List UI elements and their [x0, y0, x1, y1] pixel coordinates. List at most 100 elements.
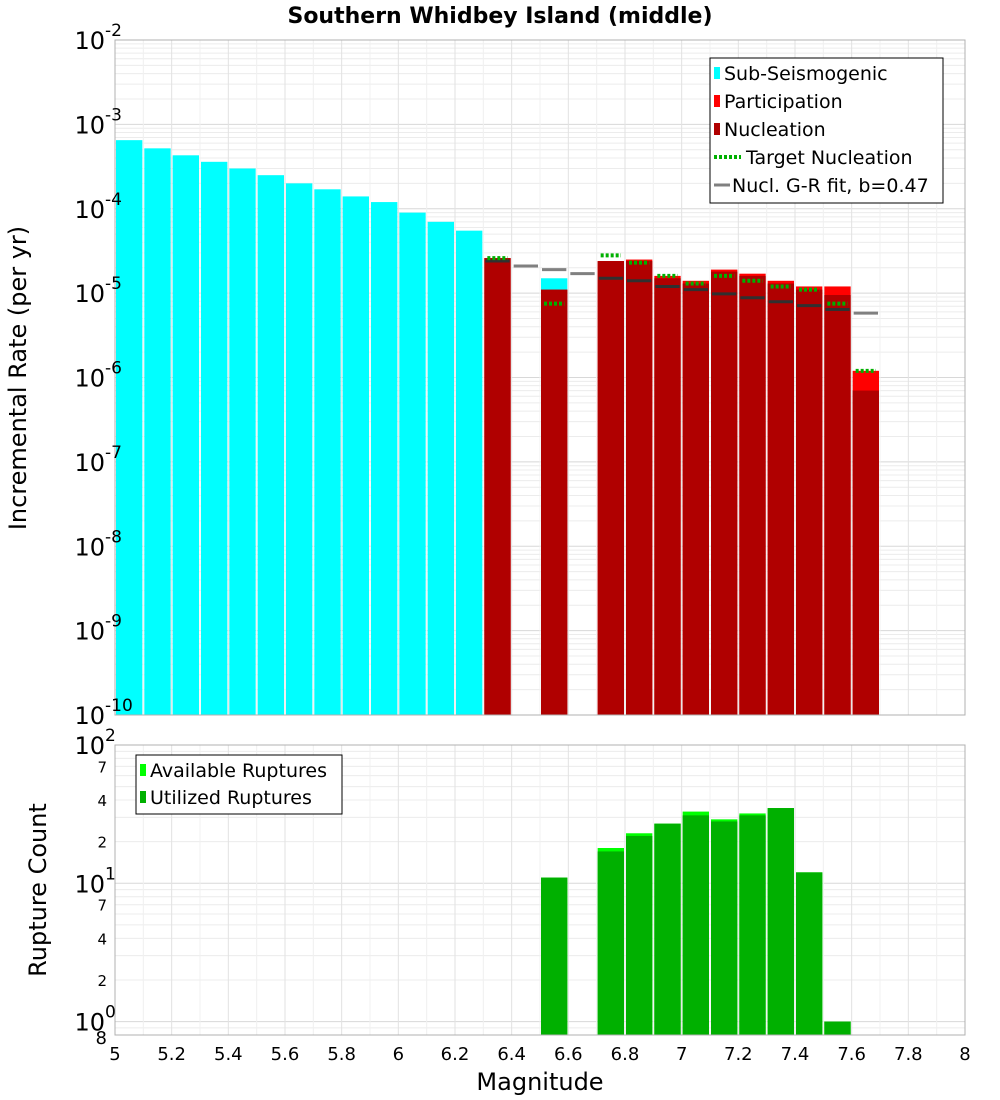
top-y-tick-exponent: -2 — [105, 21, 122, 41]
top-bar-nucleation — [597, 261, 624, 715]
top-legend-box — [709, 57, 944, 204]
top-bar-nucleation — [739, 275, 766, 715]
x-tick-label: 6 — [393, 1044, 404, 1065]
x-tick-label: 7.8 — [894, 1044, 923, 1065]
bottom-bar-utilized-ruptures — [654, 823, 681, 1035]
x-tick-label: 6.8 — [611, 1044, 640, 1065]
top-y-tick-exponent: -7 — [105, 443, 122, 463]
top-y-tick: 10 -6 — [74, 359, 122, 393]
legend-swatch-participation — [714, 95, 720, 107]
top-lines — [485, 253, 878, 373]
bottom-bar-utilized-ruptures — [597, 851, 624, 1035]
top-y-tick-base: 10 — [74, 449, 105, 477]
legend-item-participation: Participation — [714, 91, 843, 113]
top-bar-sub-seismogenic — [257, 175, 284, 715]
top-y-tick-exponent: -10 — [105, 696, 133, 716]
legend-label-sub-seismogenic: Sub-Seismogenic — [724, 63, 888, 85]
top-y-tick-base: 10 — [74, 533, 105, 561]
legend-item-sub-seismogenic: Sub-Seismogenic — [714, 63, 888, 85]
top-y-tick-base: 10 — [74, 618, 105, 646]
top-bar-nucleation — [767, 283, 794, 715]
bottom-y-bottom-tick: 8 — [96, 1028, 107, 1049]
top-bar-sub-seismogenic — [456, 230, 483, 715]
legend-item-utilized-ruptures: Utilized Ruptures — [140, 787, 312, 809]
bottom-y-tick-exponent: 2 — [105, 726, 116, 746]
top-y-tick: 10 -4 — [74, 190, 122, 224]
bottom-y-tick-exponent: 0 — [105, 1003, 116, 1023]
bottom-bar-utilized-ruptures — [739, 815, 766, 1035]
legend-swatch-nucleation — [714, 123, 720, 135]
x-tick-label: 8 — [959, 1044, 970, 1065]
top-bar-sub-seismogenic — [314, 189, 341, 715]
legend-item-available-ruptures: Available Ruptures — [140, 760, 327, 782]
x-tick-label: 7.2 — [724, 1044, 753, 1065]
top-legend: Sub-Seismogenic Participation Nucleation… — [709, 57, 944, 204]
x-axis-label: Magnitude — [476, 1068, 603, 1096]
legend-item-nucleation: Nucleation — [714, 119, 826, 141]
top-y-tick-exponent: -3 — [105, 105, 122, 125]
bottom-y-tick-base: 10 — [74, 1009, 105, 1037]
legend-item-gr-fit: Nucl. G-R fit, b=0.47 — [714, 175, 929, 197]
top-y-tick: 10 -2 — [74, 21, 122, 55]
x-tick-label: 7 — [676, 1044, 687, 1065]
bottom-y-minor-tick: 7 — [97, 897, 107, 915]
bottom-bar-utilized-ruptures — [626, 835, 653, 1035]
x-tick-label: 6.2 — [441, 1044, 470, 1065]
legend-label-utilized-ruptures: Utilized Ruptures — [150, 787, 312, 809]
bottom-y-tick: 10 1 — [74, 864, 115, 898]
chart-title: Southern Whidbey Island (middle) — [287, 4, 712, 29]
bottom-bars — [541, 808, 851, 1035]
top-y-tick-exponent: -4 — [105, 190, 122, 210]
legend-label-participation: Participation — [724, 91, 843, 113]
legend-swatch-utilized-ruptures — [140, 791, 146, 803]
top-y-tick: 10 -3 — [74, 105, 122, 139]
top-y-tick-exponent: -8 — [105, 527, 122, 547]
top-bar-nucleation — [682, 283, 709, 715]
bottom-bar-utilized-ruptures — [767, 808, 794, 1035]
top-bar-sub-seismogenic — [144, 148, 171, 715]
top-y-tick-base: 10 — [74, 365, 105, 393]
top-y-tick-base: 10 — [74, 27, 105, 55]
top-bar-nucleation — [484, 258, 511, 715]
bottom-legend: Available Ruptures Utilized Ruptures — [135, 754, 343, 815]
legend-label-nucleation: Nucleation — [724, 119, 826, 141]
bottom-y-tick-exponent: 1 — [105, 864, 116, 884]
bottom-y-minor-tick: 7 — [97, 758, 107, 776]
top-y-tick-base: 10 — [74, 280, 105, 308]
legend-item-target-nucleation: Target Nucleation — [714, 147, 913, 169]
x-tick-label: 6.4 — [497, 1044, 526, 1065]
bottom-y-tick: 10 0 — [74, 1003, 115, 1037]
bottom-bar-utilized-ruptures — [711, 821, 738, 1035]
top-bar-nucleation — [541, 289, 568, 715]
bottom-bar-utilized-ruptures — [682, 815, 709, 1035]
top-bars — [116, 140, 879, 716]
bottom-bar-utilized-ruptures — [796, 872, 823, 1035]
top-bar-sub-seismogenic — [399, 212, 426, 716]
bottom-bar-utilized-ruptures — [824, 1021, 851, 1035]
bottom-y-minor-tick: 4 — [97, 930, 107, 948]
top-y-tick: 10 -10 — [74, 696, 132, 730]
x-tick-label: 5.2 — [157, 1044, 186, 1065]
bottom-y-minor-tick: 2 — [97, 834, 107, 852]
bottom-legend-box — [135, 754, 343, 815]
x-tick-label: 5.6 — [271, 1044, 300, 1065]
top-bar-nucleation — [852, 390, 879, 715]
x-tick-label: 6.6 — [554, 1044, 583, 1065]
legend-label-gr-fit: Nucl. G-R fit, b=0.47 — [732, 175, 929, 197]
bottom-y-tick-base: 10 — [74, 732, 105, 760]
top-bar-nucleation — [711, 271, 738, 715]
top-bar-sub-seismogenic — [172, 155, 199, 716]
legend-label-target-nucleation: Target Nucleation — [745, 147, 913, 169]
top-bar-sub-seismogenic — [427, 221, 454, 715]
bottom-y-axis-label: Rupture Count — [24, 803, 52, 977]
top-y-tick: 10 -7 — [74, 443, 122, 477]
legend-swatch-sub-seismogenic — [714, 67, 720, 79]
x-tick-label: 5.4 — [214, 1044, 243, 1065]
top-y-tick: 10 -9 — [74, 612, 122, 646]
x-ticks: 5 5.2 5.4 5.6 5.8 6 6.2 6.4 6.6 6.8 7 7.2 7.4 7.6 7.8 8 — [109, 1044, 970, 1065]
